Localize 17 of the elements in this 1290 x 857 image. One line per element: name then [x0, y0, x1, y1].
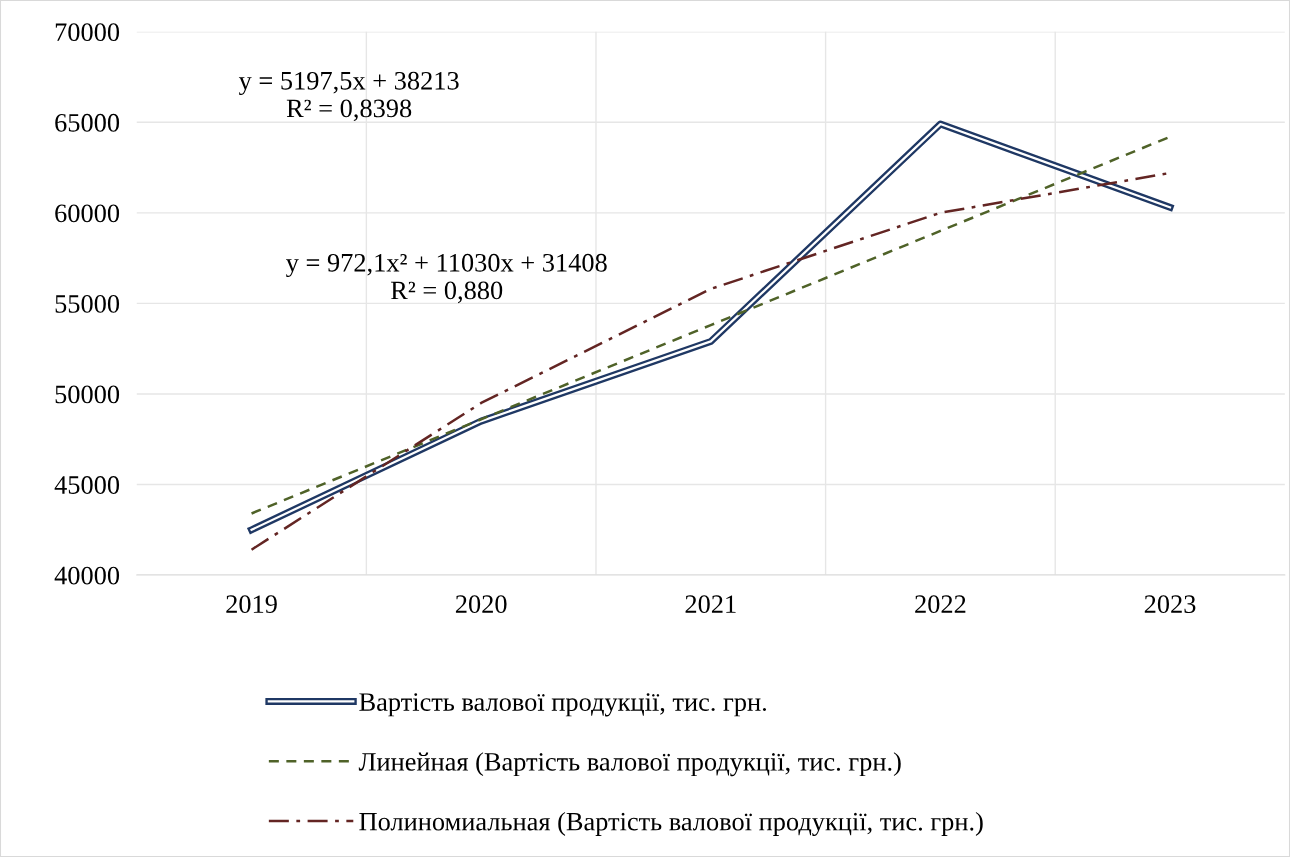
x-tick-label: 2020 — [455, 595, 507, 614]
legend-label: Полиномиальная (Вартість валової продукції, тис. грн.) — [359, 811, 983, 836]
legend-label: Линейная (Вартість валової продукції, тис. грн.) — [358, 752, 901, 777]
y-tick-label: 40000 — [54, 566, 120, 585]
x-tick-label: 2019 — [226, 595, 277, 614]
y-tick-label: 65000 — [55, 113, 120, 132]
y-tick-label: 50000 — [55, 385, 120, 404]
y-tick-label: 70000 — [55, 23, 120, 42]
x-tick-label: 2021 — [685, 595, 736, 614]
annotation: y = 5197,5x + 38213 R² = 0,8398 — [238, 71, 459, 122]
y-tick-label: 45000 — [54, 476, 120, 494]
legend-label: Вартість валової продукції, тис. грн. — [359, 693, 767, 717]
y-tick-label: 60000 — [55, 204, 120, 223]
y-tick-label: 55000 — [55, 294, 120, 313]
annotation: y = 972,1x² + 11030x + 31408 R² = 0,880 — [286, 253, 607, 304]
x-tick-label: 2022 — [915, 595, 966, 614]
x-tick-label: 2023 — [1144, 595, 1196, 614]
